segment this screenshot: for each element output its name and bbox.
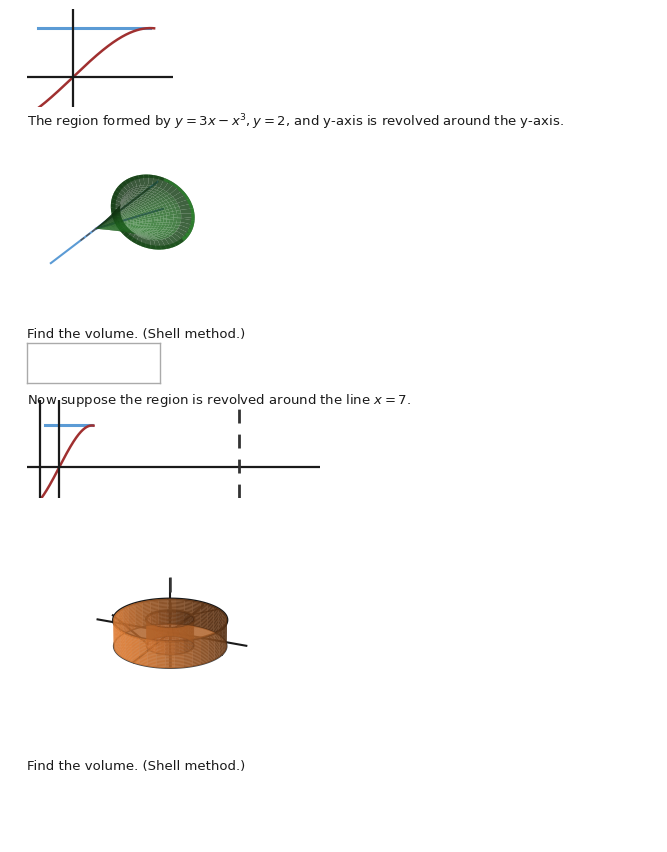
Text: Now suppose the region is revolved around the line $x = 7$.: Now suppose the region is revolved aroun… — [27, 392, 411, 409]
Text: Find the volume. (Shell method.): Find the volume. (Shell method.) — [27, 760, 245, 773]
Text: The region formed by $y = 3x - x^3, y = 2$, and y-axis is revolved around the y-: The region formed by $y = 3x - x^3, y = … — [27, 112, 564, 132]
Text: Find the volume. (Shell method.): Find the volume. (Shell method.) — [27, 328, 245, 341]
